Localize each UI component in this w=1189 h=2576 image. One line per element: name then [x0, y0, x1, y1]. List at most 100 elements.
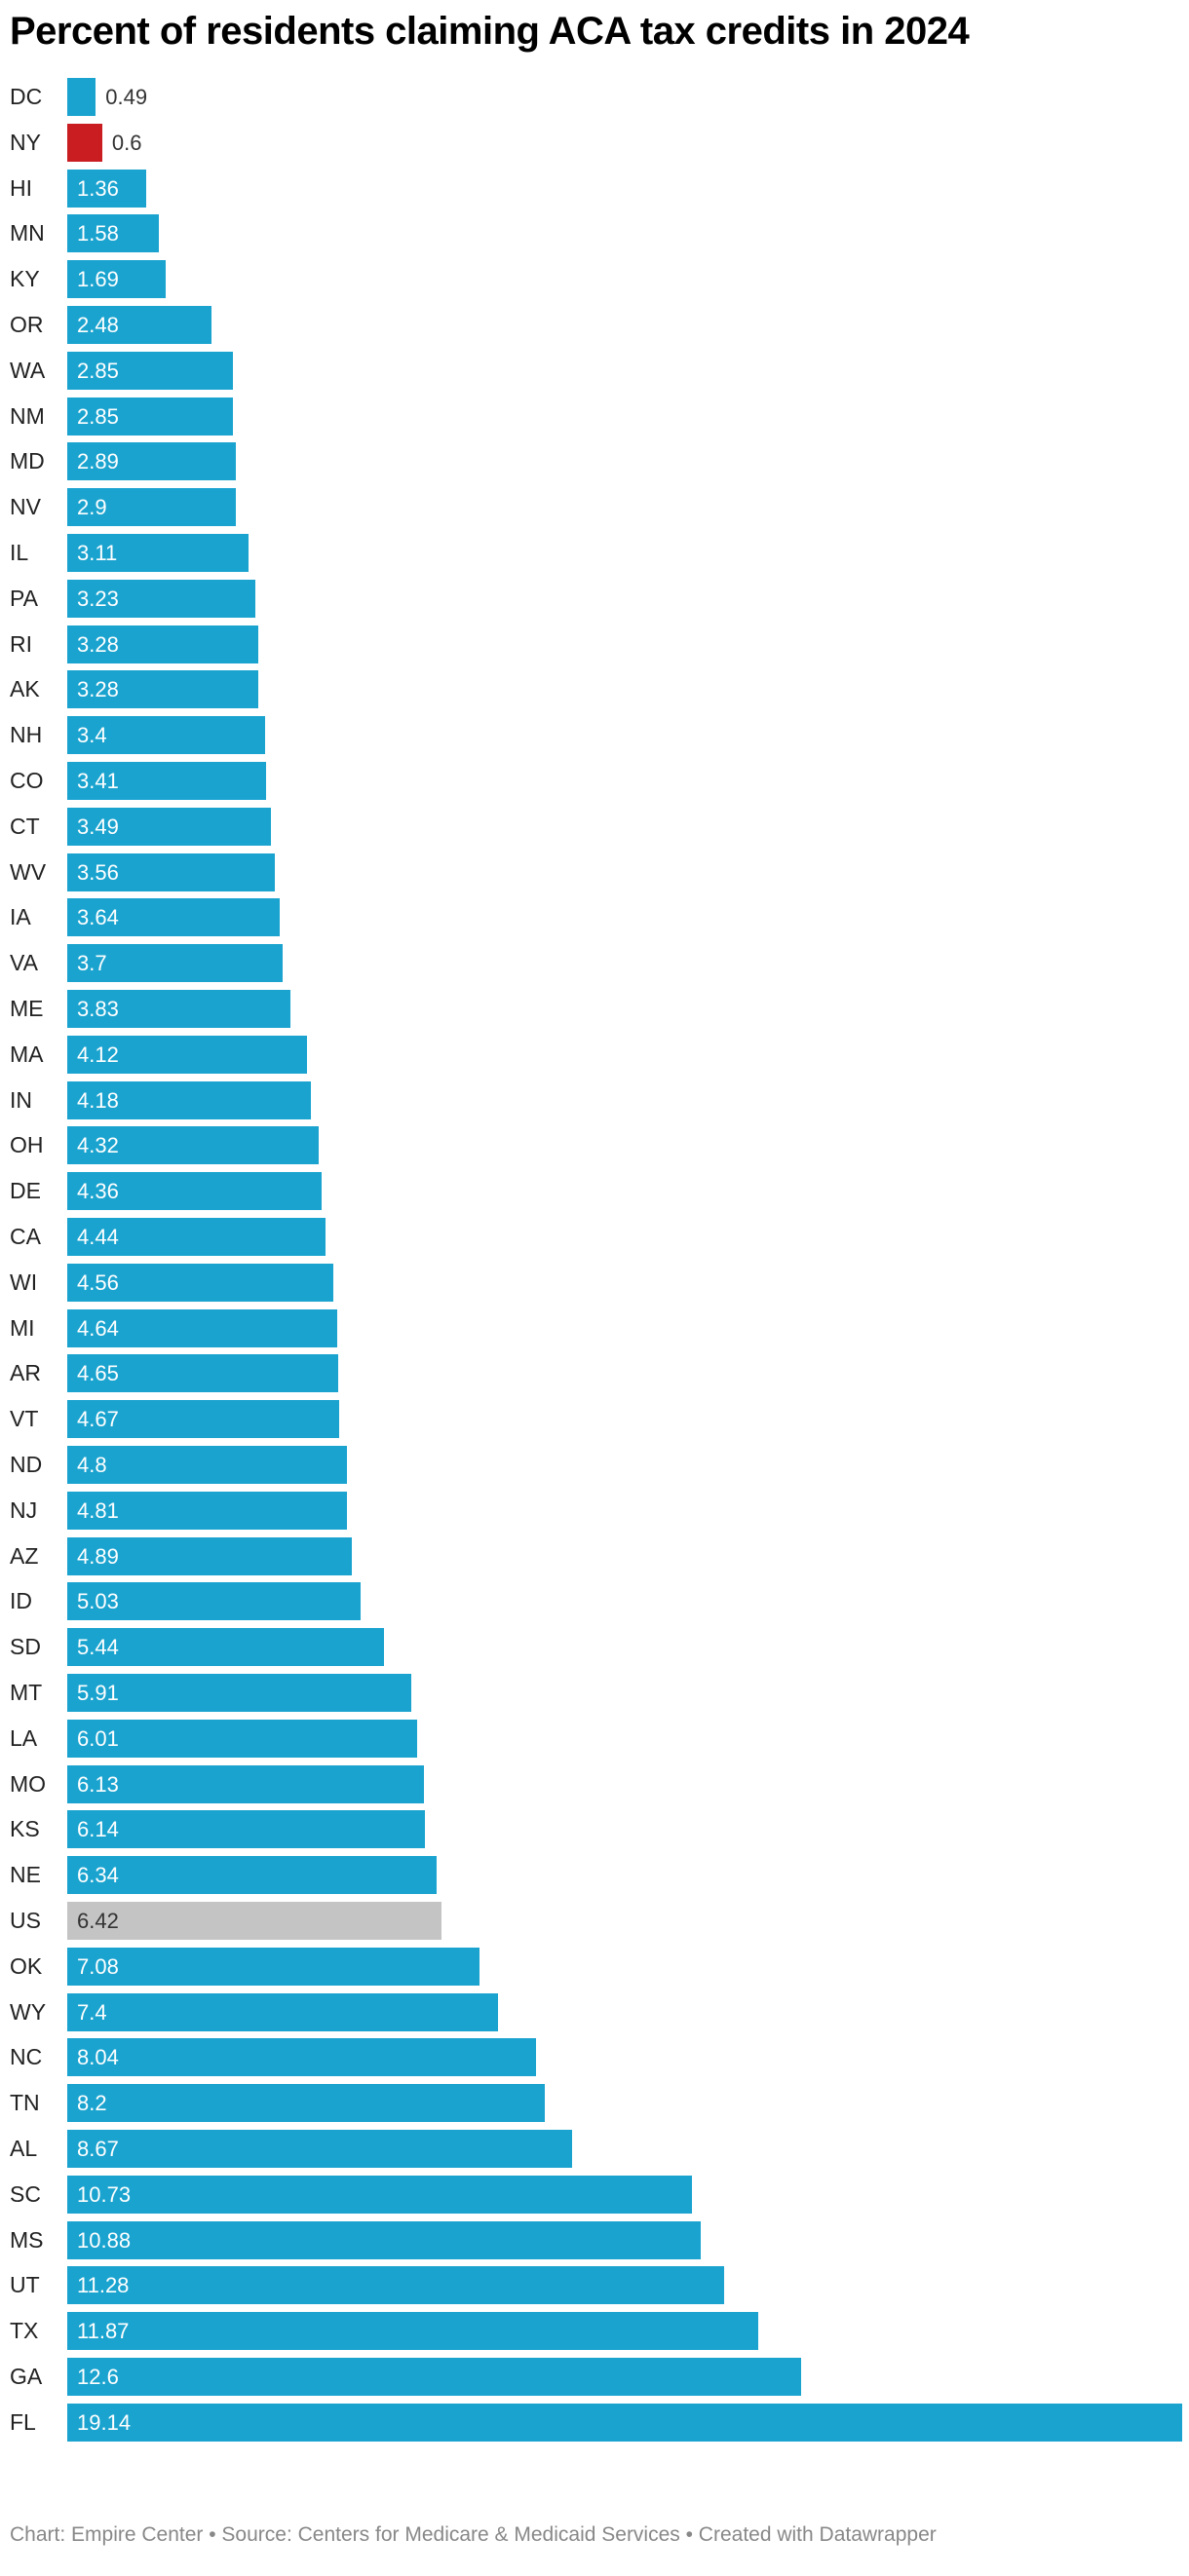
bar-md: [67, 442, 236, 481]
data-label: 2.89: [77, 449, 119, 474]
data-label: 7.4: [77, 1999, 107, 2025]
data-label: 8.67: [77, 2137, 119, 2161]
data-label: 3.41: [77, 769, 119, 793]
bar-az: [67, 1536, 353, 1575]
category-label: IL: [10, 540, 29, 565]
data-label: 6.13: [77, 1771, 119, 1797]
bar-row-ny: NY 0.6: [0, 123, 1189, 162]
bar-row-or: OR 2.48: [0, 306, 1189, 344]
bar-ms: [67, 2220, 702, 2259]
bar-row-az: AZ 4.89: [0, 1536, 1189, 1575]
category-label: AR: [10, 1360, 41, 1386]
bar-ri: [67, 625, 259, 663]
category-label: NM: [10, 402, 45, 429]
data-label: 5.44: [77, 1635, 119, 1660]
bar-nh: [67, 716, 266, 755]
bar-ky: [67, 260, 166, 299]
bar-row-ct: CT 3.49: [0, 807, 1189, 846]
category-label: VT: [10, 1406, 39, 1432]
bar-row-hi: HI 1.36: [0, 169, 1189, 208]
category-label: ND: [10, 1452, 43, 1477]
category-label: LA: [10, 1724, 38, 1751]
category-label: HI: [10, 174, 32, 201]
bar-va: [67, 944, 284, 983]
bar-row-mo: MO 6.13: [0, 1764, 1189, 1803]
bar-or: [67, 306, 212, 344]
data-label: 12.6: [77, 2365, 119, 2389]
category-label: AZ: [10, 1542, 39, 1569]
data-label: 4.32: [77, 1133, 119, 1158]
bar-row-la: LA 6.01: [0, 1719, 1189, 1758]
bar-row-va: VA 3.7: [0, 944, 1189, 983]
bar-wy: [67, 1992, 499, 2031]
bar-row-oh: OH 4.32: [0, 1126, 1189, 1165]
bar-nm: [67, 397, 234, 436]
bar-row-id: ID 5.03: [0, 1582, 1189, 1621]
category-label: KY: [10, 266, 40, 292]
data-label: 8.2: [77, 2091, 107, 2116]
bar-la: [67, 1719, 418, 1758]
category-label: IA: [10, 904, 31, 930]
category-label: GA: [10, 2364, 43, 2389]
bar-row-ri: RI 3.28: [0, 625, 1189, 663]
category-label: MD: [10, 448, 45, 474]
data-label: 11.87: [77, 2319, 130, 2344]
data-label: 5.03: [77, 1589, 119, 1614]
bar-sc: [67, 2175, 693, 2214]
bar-row-co: CO 3.41: [0, 762, 1189, 800]
category-label: SD: [10, 1634, 41, 1660]
bar-mt: [67, 1674, 412, 1712]
data-label: 0.6: [111, 130, 142, 155]
category-label: CO: [10, 768, 44, 793]
category-label: ID: [10, 1588, 32, 1614]
bar-vt: [67, 1400, 340, 1439]
bar-row-ok: OK 7.08: [0, 1947, 1189, 1986]
category-label: WV: [10, 858, 47, 885]
bar-row-ky: KY 1.69: [0, 260, 1189, 299]
bar-row-pa: PA 3.23: [0, 579, 1189, 618]
bar-il: [67, 534, 249, 572]
bar-row-mi: MI 4.64: [0, 1308, 1189, 1347]
bar-wi: [67, 1263, 333, 1302]
bar-wv: [67, 852, 275, 891]
data-label: 3.28: [77, 631, 119, 657]
bar-ny: [67, 123, 102, 162]
bar-row-tn: TN 8.2: [0, 2084, 1189, 2123]
data-label: 4.65: [77, 1361, 119, 1386]
bar-oh: [67, 1126, 320, 1165]
bar-nj: [67, 1491, 348, 1530]
category-label: NY: [10, 129, 41, 155]
category-label: NE: [10, 1862, 41, 1888]
bar-tn: [67, 2084, 546, 2123]
category-label: WY: [10, 1998, 47, 2025]
bar-row-ma: MA 4.12: [0, 1035, 1189, 1074]
category-label: IN: [10, 1086, 32, 1113]
bar-ut: [67, 2266, 725, 2305]
data-label: 2.85: [77, 403, 119, 429]
category-label: OR: [10, 312, 44, 337]
data-label: 10.88: [77, 2227, 132, 2253]
data-label: 3.83: [77, 997, 119, 1021]
bar-row-sd: SD 5.44: [0, 1628, 1189, 1667]
bar-row-wa: WA 2.85: [0, 351, 1189, 390]
category-label: AL: [10, 2136, 38, 2161]
bar-row-wy: WY 7.4: [0, 1992, 1189, 2031]
bar-row-nc: NC 8.04: [0, 2038, 1189, 2077]
bar-ar: [67, 1354, 338, 1393]
bar-row-md: MD 2.89: [0, 442, 1189, 481]
bar-row-ks: KS 6.14: [0, 1810, 1189, 1849]
bar-co: [67, 762, 266, 800]
data-label: 6.34: [77, 1863, 119, 1888]
bar-nv: [67, 488, 237, 527]
category-label: AK: [10, 676, 40, 702]
bar-al: [67, 2130, 573, 2168]
bar-mn: [67, 214, 160, 253]
category-label: WI: [10, 1269, 38, 1295]
bar-ok: [67, 1947, 480, 1986]
bar-sd: [67, 1628, 385, 1667]
data-label: 8.04: [77, 2045, 119, 2070]
data-label: 1.69: [77, 267, 119, 292]
data-label: 4.56: [77, 1269, 119, 1295]
bar-in: [67, 1080, 311, 1119]
bar-row-us: US 6.42: [0, 1902, 1189, 1940]
